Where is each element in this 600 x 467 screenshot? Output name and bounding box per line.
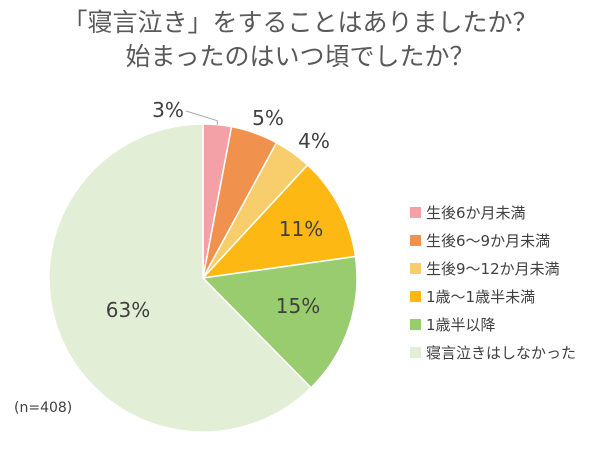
data-label: 4% [298,129,330,153]
legend-label: 生後6か月未満 [426,203,526,222]
legend-label: 1歳〜1歳半未満 [426,287,536,306]
data-label: 63% [106,298,150,322]
chart-title: 「寝言泣き」をすることはありましたか？ 始まったのはいつ頃でしたか？ [0,6,600,74]
legend-swatch [410,318,421,330]
pie-slice [201,255,358,389]
legend-item: 寝言泣きはしなかった [410,338,576,366]
legend-item: 生後6〜9か月未満 [410,226,576,254]
chart-title-line-1: 「寝言泣き」をすることはありましたか？ [62,8,538,37]
legend-label: 生後6〜9か月未満 [426,231,551,250]
legend-swatch [410,206,421,218]
pie-slice [201,163,357,280]
legend-item: 1歳〜1歳半未満 [410,282,576,310]
legend-swatch [410,234,421,246]
data-label: 11% [279,217,323,241]
chart-title-line-2: 始まったのはいつ頃でしたか？ [125,42,475,71]
data-label: 5% [252,106,284,130]
legend: 生後6か月未満 生後6〜9か月未満 生後9〜12か月未満 1歳〜1歳半未満 1歳… [410,198,576,366]
legend-label: 生後9〜12か月未満 [426,259,560,278]
legend-item: 生後9〜12か月未満 [410,254,576,282]
pie-slice [48,123,313,433]
legend-item: 生後6か月未満 [410,198,576,226]
data-label: 3% [152,98,184,122]
leader-line [185,110,218,125]
legend-label: 1歳半以降 [426,315,496,334]
legend-swatch [410,262,421,274]
legend-swatch [410,290,421,302]
legend-item: 1歳半以降 [410,310,576,338]
legend-swatch [410,346,421,358]
legend-label: 寝言泣きはしなかった [426,343,577,362]
sample-size-note: (n=408) [14,400,73,416]
data-label: 15% [276,294,320,318]
